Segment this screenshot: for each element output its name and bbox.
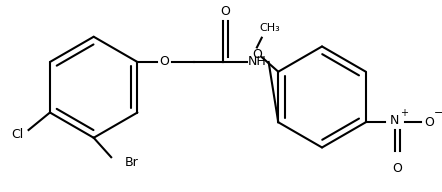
Text: O: O xyxy=(220,5,230,18)
Text: −: − xyxy=(434,108,442,118)
Text: Br: Br xyxy=(125,156,138,169)
Text: O: O xyxy=(160,55,170,69)
Text: +: + xyxy=(400,108,408,118)
Text: CH₃: CH₃ xyxy=(259,23,280,33)
Text: N: N xyxy=(390,114,400,127)
Text: O: O xyxy=(252,48,262,61)
Text: O: O xyxy=(424,116,434,129)
Text: Cl: Cl xyxy=(11,128,23,141)
Text: O: O xyxy=(392,162,402,175)
Text: NH: NH xyxy=(248,55,267,69)
